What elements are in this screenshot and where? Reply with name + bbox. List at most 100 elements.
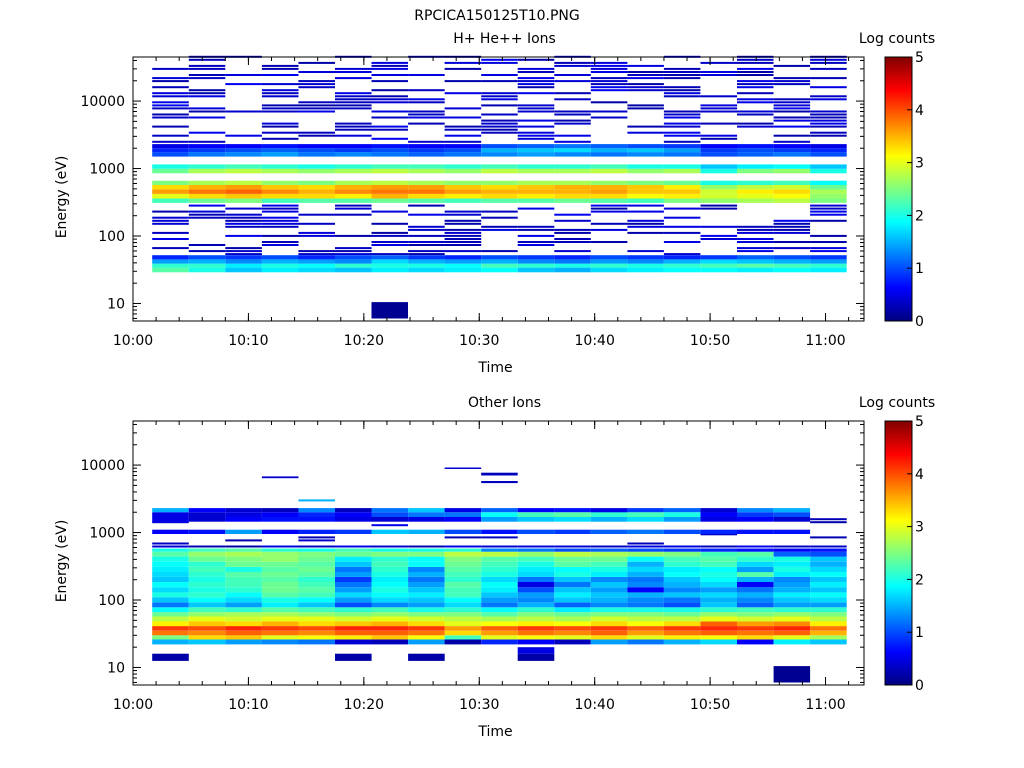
- heatmap-cell: [261, 244, 299, 246]
- heatmap-cell: [298, 148, 335, 153]
- heatmap-cell: [481, 185, 518, 190]
- heatmap-cell: [188, 216, 226, 219]
- heatmap-cell: [298, 602, 335, 608]
- heatmap-cell: [408, 110, 445, 113]
- heatmap-cell: [152, 134, 189, 137]
- heatmap-cell: [810, 518, 847, 521]
- heatmap-cell: [152, 621, 189, 627]
- heatmap-cell: [554, 548, 591, 552]
- heatmap-cell: [700, 556, 738, 562]
- heatmap-cell: [444, 607, 482, 613]
- heatmap-cell: [810, 607, 847, 613]
- heatmap-cell: [773, 152, 811, 157]
- heatmap-cell: [261, 548, 299, 552]
- heatmap-cell: [554, 607, 591, 613]
- heatmap-cell: [737, 168, 774, 174]
- heatmap-cell: [335, 95, 372, 98]
- heatmap-cell: [481, 189, 518, 194]
- heatmap-cell: [627, 621, 664, 627]
- heatmap-cell: [481, 263, 518, 268]
- heatmap-cell: [335, 101, 372, 104]
- heatmap-cell: [554, 587, 591, 593]
- heatmap-cell: [663, 198, 701, 203]
- heatmap-cell: [517, 512, 555, 517]
- heatmap-cell: [371, 508, 408, 513]
- heatmap-cell: [773, 512, 811, 517]
- heatmap-cell: [773, 116, 811, 119]
- heatmap-cell: [444, 210, 482, 213]
- heatmap-cell: [627, 89, 664, 92]
- heatmap-cell: [444, 572, 482, 577]
- heatmap-cell: [371, 556, 408, 562]
- heatmap-cell: [152, 556, 189, 562]
- heatmap-cell: [335, 194, 372, 199]
- heatmap-cell: [700, 576, 738, 582]
- colorbar-tick-label: 4: [915, 103, 924, 119]
- heatmap-cell: [737, 529, 774, 534]
- heatmap-cell: [517, 566, 555, 573]
- heatmap-cell: [481, 148, 518, 153]
- heatmap-cell: [590, 551, 628, 557]
- heatmap-cell: [517, 621, 555, 627]
- heatmap-cell: [737, 67, 774, 70]
- heatmap-cell: [225, 602, 262, 608]
- heatmap-cell: [481, 210, 518, 213]
- heatmap-cell: [444, 241, 482, 243]
- heatmap-cell: [810, 113, 847, 116]
- heatmap-cell: [627, 572, 664, 577]
- heatmap-cell: [188, 131, 226, 134]
- heatmap-cell: [481, 607, 518, 613]
- heatmap-cell: [444, 592, 482, 598]
- heatmap-cell: [773, 621, 811, 627]
- heatmap-cell: [700, 566, 738, 573]
- heatmap-cell: [590, 222, 628, 225]
- heatmap-cell: [298, 529, 335, 534]
- heatmap-cell: [590, 616, 628, 622]
- heatmap-cell: [554, 263, 591, 268]
- heatmap-cell: [408, 612, 445, 617]
- heatmap-cell: [481, 635, 518, 640]
- heatmap-cell: [225, 539, 262, 542]
- heatmap-cell: [225, 635, 262, 640]
- heatmap-cell: [700, 639, 738, 645]
- heatmap-cell: [554, 626, 591, 631]
- heatmap-cell: [225, 576, 262, 582]
- heatmap-cell: [554, 635, 591, 640]
- heatmap-cell: [335, 566, 372, 573]
- heatmap-cell: [371, 607, 408, 613]
- heatmap-cell: [663, 512, 701, 517]
- heatmap-cell: [554, 92, 591, 95]
- heatmap-cell: [225, 592, 262, 598]
- heatmap-cell: [408, 164, 445, 169]
- heatmap-cell: [408, 263, 445, 268]
- heatmap-cell: [517, 244, 555, 246]
- colorbar: 0 1 2 3 4 5 Log counts: [859, 31, 935, 330]
- heatmap-cell: [188, 561, 226, 567]
- heatmap-cell: [590, 198, 628, 203]
- heatmap-cell: [700, 621, 738, 627]
- heatmap-cell: [554, 113, 591, 116]
- heatmap-cell: [590, 582, 628, 588]
- heatmap-cell: [371, 137, 408, 140]
- heatmap-cell: [188, 602, 226, 608]
- heatmap-cell: [152, 548, 189, 552]
- heatmap-cell: [663, 131, 701, 134]
- heatmap-cell: [298, 607, 335, 613]
- heatmap-cell: [773, 597, 811, 603]
- heatmap-cell: [261, 92, 299, 95]
- heatmap-cell: [261, 137, 299, 140]
- heatmap-cell: [481, 119, 518, 122]
- heatmap-cell: [627, 517, 664, 522]
- heatmap-cell: [517, 107, 555, 110]
- heatmap-cell: [335, 213, 372, 216]
- heatmap-cell: [408, 250, 445, 253]
- heatmap-cell: [261, 222, 299, 225]
- heatmap-cell: [152, 653, 189, 661]
- heatmap-cell: [298, 110, 335, 113]
- heatmap-cell: [737, 198, 774, 203]
- heatmap-cell: [298, 180, 335, 185]
- heatmap-cell: [554, 228, 591, 231]
- heatmap-cell: [554, 259, 591, 264]
- heatmap-cell: [554, 551, 591, 557]
